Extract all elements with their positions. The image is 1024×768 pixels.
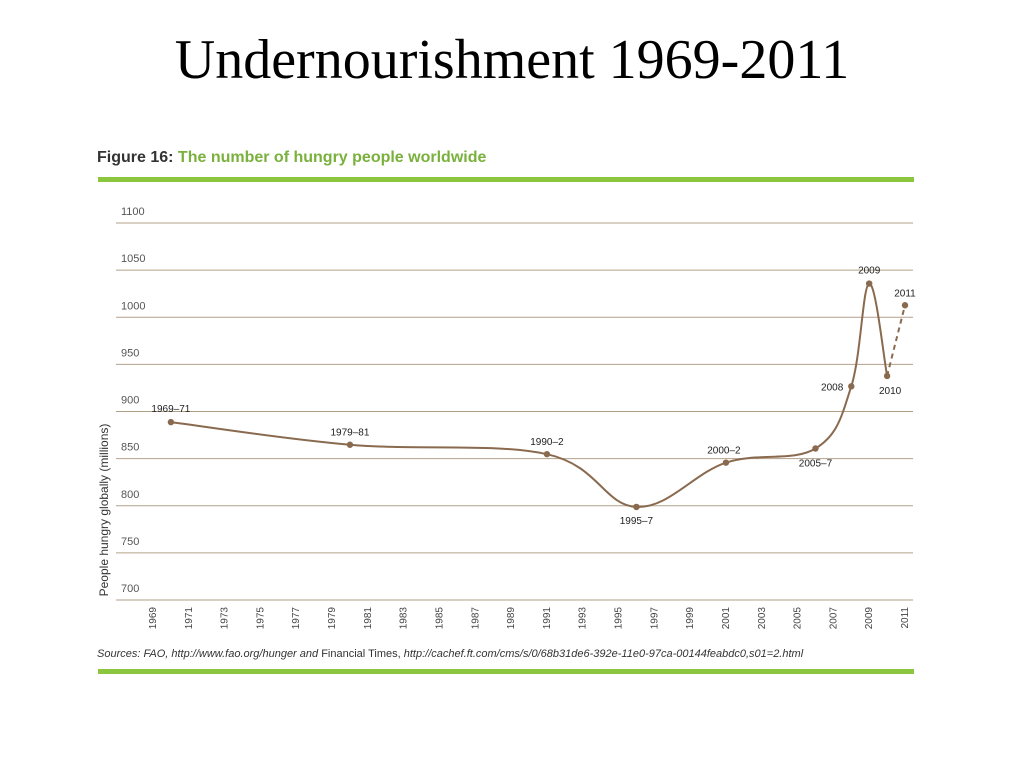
slide-title: Undernourishment 1969-2011: [174, 29, 850, 91]
data-point: [346, 441, 354, 448]
y-tick-label: 850: [121, 442, 139, 454]
x-tick-label: 2005: [793, 607, 804, 630]
figure-heading: Figure 16: The number of hungry people w…: [97, 149, 486, 167]
x-tick-label: 1991: [542, 607, 553, 630]
y-tick-label: 950: [121, 347, 139, 359]
figure-title: The number of hungry people worldwide: [177, 149, 487, 166]
sources-mid: Financial Times,: [321, 648, 404, 660]
data-point: [883, 372, 891, 380]
projected-line-segment: [886, 305, 906, 377]
y-tick-label: 700: [121, 583, 139, 595]
x-tick-labels: 1969 1971 1973 1975 1977 1979 1981 1983 1985 1987…: [148, 607, 911, 630]
data-label: 2009: [858, 266, 881, 277]
x-tick-label: 1985: [434, 607, 445, 630]
figure-label: Figure 16:: [97, 149, 174, 166]
x-tick-label: 2011: [900, 607, 911, 629]
x-tick-label: 1983: [399, 607, 410, 630]
y-tick-label: 1050: [121, 253, 145, 265]
y-tick-label: 750: [121, 536, 139, 548]
data-point: [543, 450, 551, 458]
x-tick-label: 1975: [255, 607, 266, 630]
x-tick-label: 1971: [184, 607, 195, 630]
sources-prefix: Sources: FAO, http://www.fao.org/hunger …: [97, 648, 322, 660]
y-tick-label: 800: [121, 489, 139, 501]
x-tick-label: 2007: [828, 607, 839, 630]
x-tick-label: 2001: [721, 607, 732, 630]
data-point: [865, 280, 873, 287]
data-label: 1995–7: [620, 516, 654, 527]
data-point: [633, 503, 640, 511]
gridlines: [116, 222, 913, 601]
data-point: [167, 418, 175, 426]
x-tick-label: 1973: [220, 607, 231, 630]
x-tick-label: 1981: [363, 607, 374, 630]
data-label: 2008: [821, 382, 844, 393]
x-tick-label: 1969: [148, 607, 159, 630]
data-label: 1969–71: [151, 404, 190, 415]
y-tick-label: 1100: [121, 206, 145, 218]
x-tick-label: 1989: [506, 607, 517, 630]
data-point: [722, 459, 730, 466]
data-point: [812, 445, 819, 452]
x-tick-label: 1977: [291, 607, 302, 630]
y-tick-label: 900: [121, 395, 139, 407]
series-line-path: [170, 282, 889, 508]
x-tick-label: 2009: [864, 607, 875, 630]
bottom-green-rule: [98, 669, 914, 674]
top-green-rule: [98, 177, 914, 182]
y-axis-label: People hungry globally (millions): [97, 424, 111, 597]
sources-url: http://cachef.ft.com/cms/s/0/68b31de6-39…: [403, 648, 804, 660]
data-points: [167, 280, 909, 511]
x-tick-label: 1987: [470, 607, 481, 630]
x-tick-label: 1997: [649, 607, 660, 630]
data-label: 1990–2: [530, 437, 564, 448]
y-tick-labels: 700 750 800 850 900 950 1000 1050 1100: [121, 206, 145, 595]
data-point: [848, 383, 855, 390]
data-label: 2005–7: [799, 459, 833, 470]
x-tick-label: 1999: [685, 607, 696, 630]
data-label: 2010: [879, 386, 902, 397]
x-tick-label: 1995: [614, 607, 625, 630]
x-tick-label: 2003: [757, 607, 768, 630]
series-line: [170, 282, 906, 508]
y-tick-label: 1000: [121, 300, 145, 312]
sources-note: Sources: FAO, http://www.fao.org/hunger …: [97, 648, 803, 660]
x-tick-label: 1979: [327, 607, 338, 630]
data-point: [901, 302, 909, 309]
data-label: 2011: [894, 288, 916, 299]
x-tick-label: 1993: [578, 607, 589, 630]
data-label: 1979–81: [330, 428, 369, 439]
data-label: 2000–2: [707, 446, 741, 457]
data-labels: 1969–71 1979–81 1990–2 1995–7 2000–2 2005–7 20…: [151, 266, 916, 527]
